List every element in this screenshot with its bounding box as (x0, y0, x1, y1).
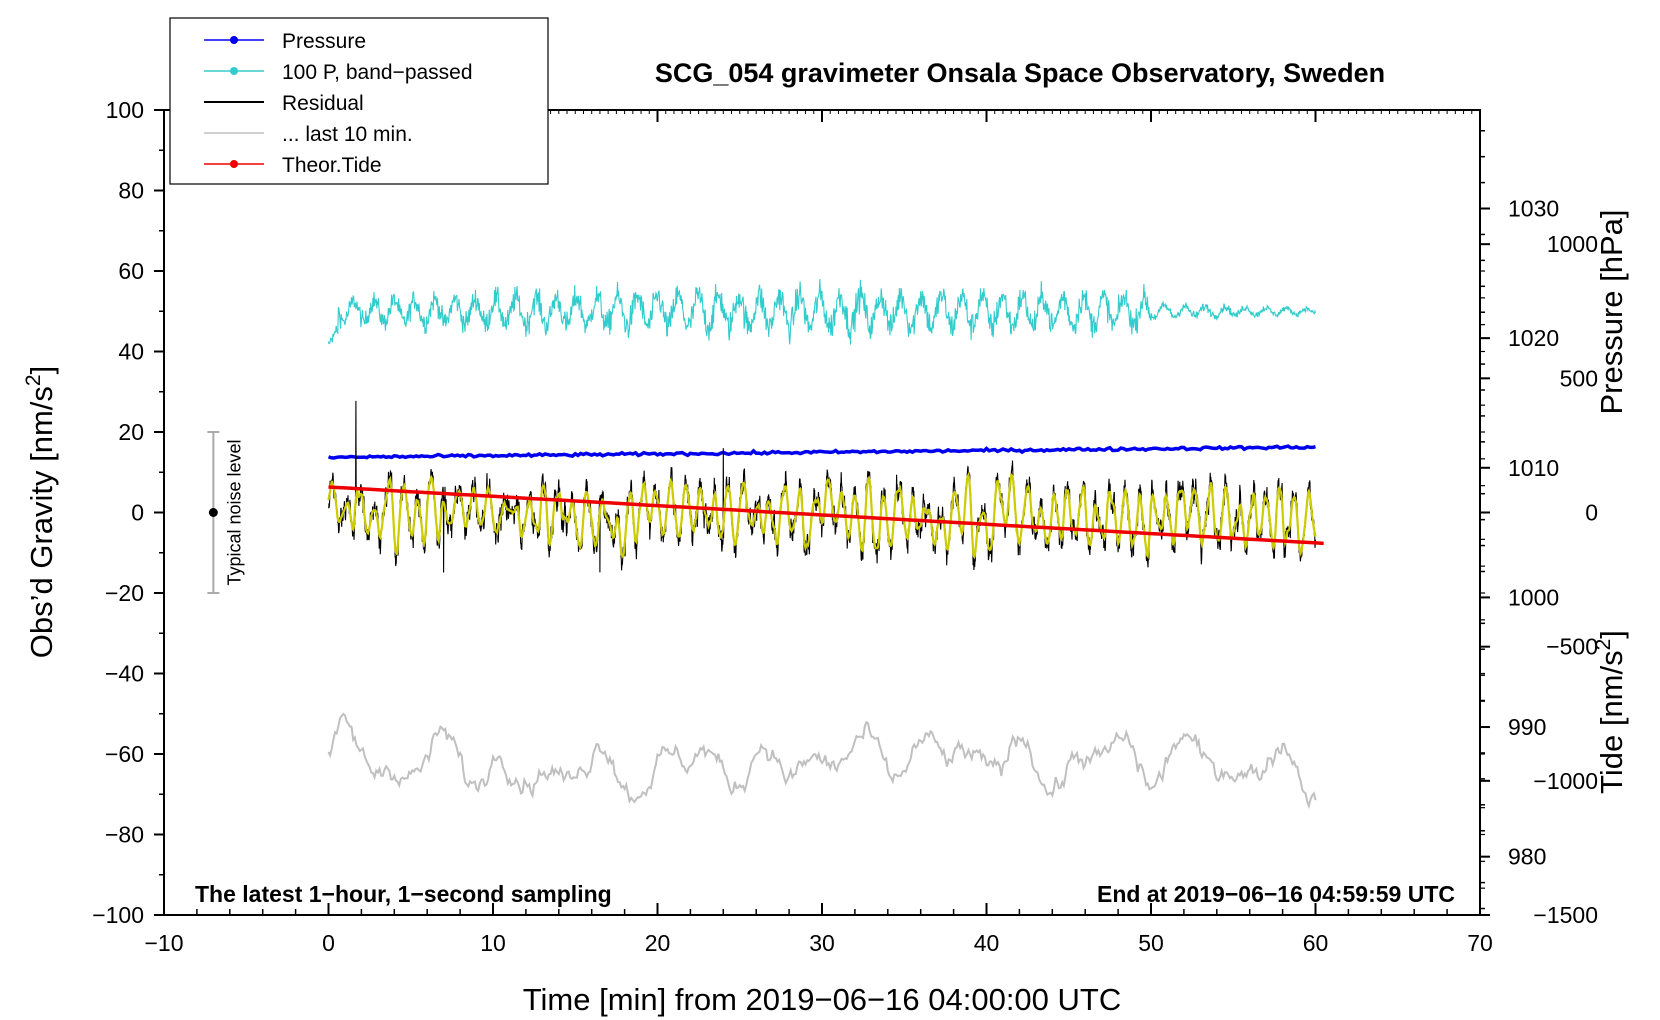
pressure-tick-label: 980 (1508, 844, 1546, 870)
legend-label: 100 P, band−passed (282, 61, 473, 84)
pressure-tick-label: 1010 (1508, 455, 1559, 481)
chart-title: SCG_054 gravimeter Onsala Space Observat… (655, 58, 1385, 88)
x-tick-label: 50 (1138, 930, 1164, 956)
pressure-tick-label: 1020 (1508, 325, 1559, 351)
tide-tick-label: −1500 (1533, 902, 1598, 928)
series-last-10-min (327, 712, 1317, 810)
tide-tick-label: 1000 (1547, 231, 1598, 257)
y-tick-label: −40 (105, 661, 144, 687)
y-tick-label: 40 (118, 339, 144, 365)
note-sampling: The latest 1−hour, 1−second sampling (195, 881, 612, 907)
legend-label: ... last 10 min. (282, 123, 413, 146)
legend-marker (230, 36, 238, 44)
legend-label: Residual (282, 92, 364, 115)
noise-bar-label: Typical noise level (224, 439, 244, 585)
noise-bar: Typical noise level (207, 431, 244, 594)
tide-tick-label: 0 (1585, 500, 1598, 526)
legend-label: Theor.Tide (282, 154, 382, 177)
x-tick-label: 60 (1303, 930, 1329, 956)
legend-label: Pressure (282, 30, 366, 53)
y-tick-label: 0 (131, 500, 144, 526)
pressure-axis-title: Pressure [hPa] (1594, 209, 1629, 414)
y-tick-label: 100 (106, 97, 144, 123)
tide-tick-label: −500 (1546, 634, 1598, 660)
series-theoretical-tide (328, 485, 1324, 546)
legend-marker (230, 160, 238, 168)
pressure-tick-label: 1000 (1508, 584, 1559, 610)
legend-marker (230, 67, 238, 75)
y-tick-label: 80 (118, 178, 144, 204)
x-tick-label: 20 (645, 930, 671, 956)
series-pressure (327, 444, 1316, 460)
pressure-tick-label: 1030 (1508, 196, 1559, 222)
series-layer (327, 278, 1324, 810)
tide-tick-label: −1000 (1533, 768, 1598, 794)
y-tick-label: 20 (118, 419, 144, 445)
y-tick-label: −100 (92, 902, 144, 928)
noise-bar-dot (208, 508, 218, 517)
x-tick-label: 30 (809, 930, 835, 956)
series-bandpassed-pressure (327, 278, 1317, 345)
tide-tick-label: 500 (1560, 365, 1598, 391)
x-axis-title: Time [min] from 2019−06−16 04:00:00 UTC (523, 982, 1122, 1017)
x-tick-label: 0 (322, 930, 335, 956)
tide-axis-title: Tide [nm/s2] (1592, 630, 1629, 794)
y-axis-title: Obs’d Gravity [nm/s2] (22, 366, 59, 659)
axis-ticks: −10 0 10 20 30 40 50 60 70100806040200−20−40−60−… (92, 97, 1598, 956)
y-tick-label: 60 (118, 258, 144, 284)
y-tick-label: −60 (105, 741, 144, 767)
x-tick-label: 10 (480, 930, 506, 956)
note-end-time: End at 2019−06−16 04:59:59 UTC (1097, 881, 1455, 907)
legend: Pressure 100 P, band−passed Residual ... la… (169, 17, 549, 185)
x-tick-label: 70 (1467, 930, 1493, 956)
x-tick-label: 40 (974, 930, 1000, 956)
y-tick-label: −80 (105, 822, 144, 848)
y-tick-label: −20 (105, 580, 144, 606)
x-tick-label: −10 (144, 930, 183, 956)
pressure-tick-label: 990 (1508, 714, 1546, 740)
series-residual-smoothed (327, 471, 1317, 560)
